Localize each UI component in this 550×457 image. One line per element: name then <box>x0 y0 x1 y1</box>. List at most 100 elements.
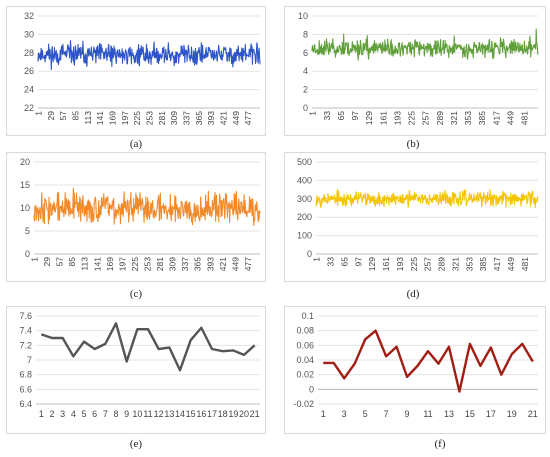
y-tick-label: 0 <box>309 384 314 394</box>
y-tick-label: 400 <box>297 175 312 185</box>
y-tick-label: 300 <box>297 194 312 204</box>
y-tick-label: 10 <box>298 11 308 21</box>
x-tick-label: 421 <box>218 257 228 271</box>
caption-b: (b) <box>406 138 420 150</box>
y-tick-label: 6.8 <box>19 370 32 380</box>
x-tick-label: 289 <box>435 111 445 125</box>
y-tick-label: 20 <box>20 157 30 167</box>
x-tick-label: 3 <box>342 409 347 419</box>
series-line <box>33 187 261 226</box>
x-tick-label: 19 <box>228 409 238 419</box>
x-tick-label: 6 <box>92 409 97 419</box>
x-tick-label: 13 <box>164 409 174 419</box>
x-tick-label: 65 <box>336 111 346 121</box>
chart-a-panel: 22 24 26 28 30 32 1 29 57 85 113 141 169 197 225 253 281… <box>6 6 266 136</box>
series-line <box>40 322 256 372</box>
x-tick-label: 1 <box>33 111 43 116</box>
x-tick-label: 225 <box>409 257 419 271</box>
x-tick-label: 8 <box>113 409 118 419</box>
x-tick-label: 365 <box>193 257 203 271</box>
caption-f: (f) <box>434 438 446 450</box>
x-tick-label: 309 <box>168 257 178 271</box>
y-tick-label: 0 <box>307 249 312 259</box>
y-tick-label: 0 <box>25 249 30 259</box>
y-tick-label: -0.02 <box>293 399 314 409</box>
x-tick-label: 21 <box>250 409 260 419</box>
y-tick-label: 7 <box>27 355 32 365</box>
x-tick-label: 141 <box>92 257 102 271</box>
x-tick-label: 113 <box>83 111 93 125</box>
x-tick-label: 85 <box>70 111 80 121</box>
x-tick-label: 257 <box>423 257 433 271</box>
x-tick-label: 65 <box>339 257 349 267</box>
x-tick-label: 1 <box>312 257 322 262</box>
y-tick-label: 24 <box>24 85 34 95</box>
series-line <box>37 40 261 70</box>
x-tick-label: 421 <box>218 111 228 125</box>
x-tick-label: 197 <box>117 257 127 271</box>
x-tick-label: 21 <box>528 409 538 419</box>
caption-c: (c) <box>129 288 143 300</box>
y-tick-label: 10 <box>20 203 30 213</box>
y-tick-label: 0.06 <box>296 340 314 350</box>
x-tick-label: 13 <box>444 409 454 419</box>
x-tick-label: 17 <box>207 409 217 419</box>
x-tick-label: 257 <box>421 111 431 125</box>
x-tick-label: 197 <box>120 111 130 125</box>
x-tick-label: 417 <box>492 257 502 271</box>
y-tick-label: 5 <box>25 226 30 236</box>
x-tick-label: 353 <box>464 257 474 271</box>
x-tick-label: 5 <box>363 409 368 419</box>
x-tick-label: 449 <box>506 257 516 271</box>
x-tick-label: 477 <box>243 257 253 271</box>
x-tick-label: 1 <box>39 409 44 419</box>
x-tick-label: 449 <box>231 111 241 125</box>
y-tick-label: 22 <box>24 103 34 113</box>
x-tick-label: 16 <box>196 409 206 419</box>
x-tick-label: 193 <box>392 111 402 125</box>
series-line <box>323 329 534 393</box>
x-tick-label: 4 <box>71 409 76 419</box>
x-tick-label: 365 <box>194 111 204 125</box>
x-tick-label: 449 <box>230 257 240 271</box>
x-tick-label: 321 <box>450 257 460 271</box>
x-tick-label: 169 <box>105 257 115 271</box>
y-tick-label: 4 <box>303 66 308 76</box>
y-tick-label: 6.6 <box>19 384 32 394</box>
y-tick-label: 0.04 <box>296 355 314 365</box>
chart-b: 0 2 4 6 8 10 1 33 65 97 129 161 193 225 257 289 321 353 38… <box>284 6 546 136</box>
x-tick-label: 5 <box>81 409 86 419</box>
y-tick-label: 0 <box>303 103 308 113</box>
x-tick-label: 321 <box>449 111 459 125</box>
x-tick-label: 281 <box>155 257 165 271</box>
series-line <box>311 28 539 61</box>
x-tick-label: 477 <box>243 111 253 125</box>
x-tick-label: 19 <box>507 409 517 419</box>
x-tick-label: 11 <box>143 409 152 419</box>
x-tick-label: 129 <box>364 111 374 125</box>
x-tick-label: 12 <box>154 409 164 419</box>
x-tick-label: 7 <box>103 409 108 419</box>
x-tick-label: 57 <box>55 257 65 267</box>
y-tick-label: 15 <box>20 180 30 190</box>
x-tick-label: 10 <box>132 409 142 419</box>
y-tick-label: 7.6 <box>19 311 32 321</box>
x-tick-label: 9 <box>405 409 410 419</box>
chart-c-panel: 0 5 10 15 20 1 29 57 85 113 141 169 197 225 253 281 309 3… <box>6 152 266 282</box>
x-tick-label: 309 <box>169 111 179 125</box>
y-tick-label: 0.1 <box>301 311 314 321</box>
x-tick-label: 253 <box>144 111 154 125</box>
y-tick-label: 28 <box>24 48 34 58</box>
x-tick-label: 393 <box>205 257 215 271</box>
x-tick-label: 9 <box>124 409 129 419</box>
x-tick-label: 353 <box>463 111 473 125</box>
x-tick-label: 97 <box>350 111 360 121</box>
x-tick-label: 3 <box>60 409 65 419</box>
chart-a: 22 24 26 28 30 32 1 29 57 85 113 141 169 197 225 253 281… <box>6 6 266 136</box>
x-tick-label: 337 <box>181 111 191 125</box>
chart-frame <box>6 306 266 434</box>
x-tick-label: 29 <box>42 257 52 267</box>
x-tick-label: 33 <box>326 257 336 267</box>
x-tick-label: 17 <box>486 409 496 419</box>
